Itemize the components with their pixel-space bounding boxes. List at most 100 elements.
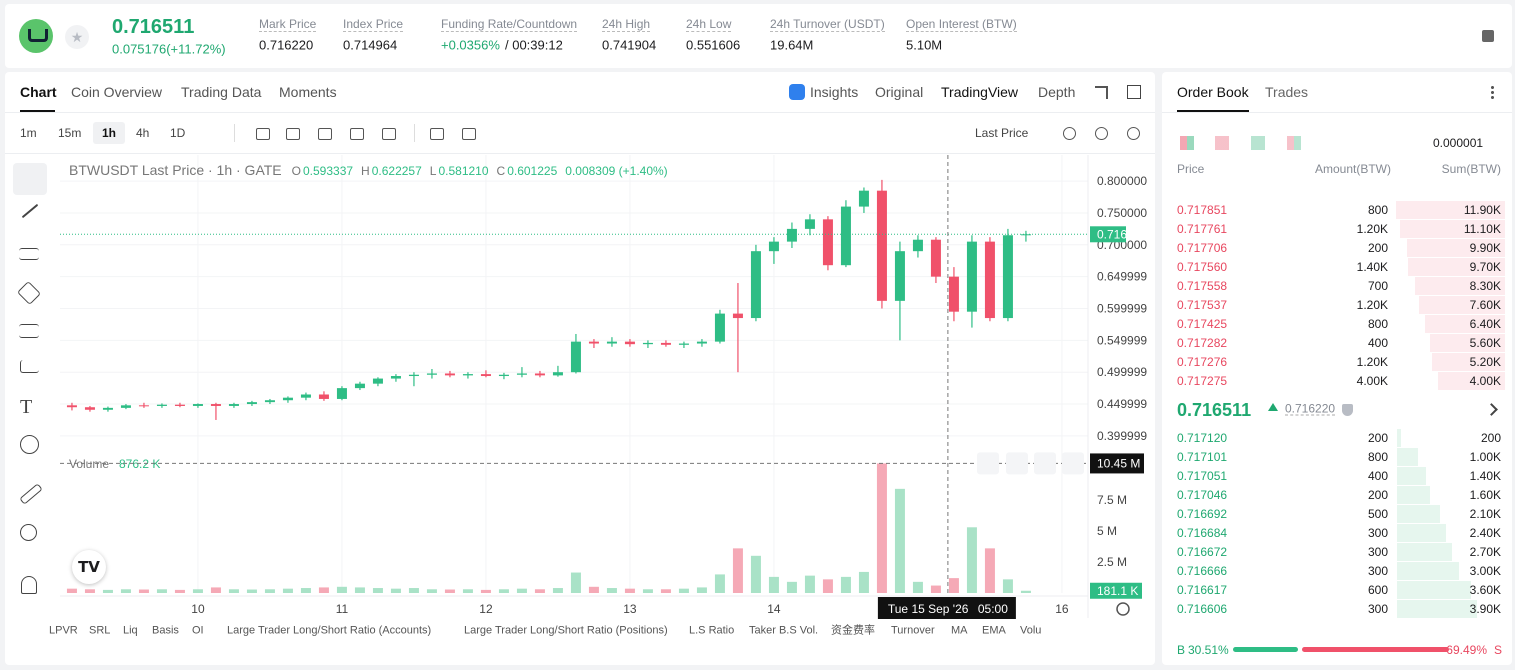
toolbar-icon[interactable] [462,128,476,140]
x-tick-label: 16 [1055,602,1069,616]
candle-body [606,341,617,344]
chart-tab[interactable]: Coin Overview [71,84,163,100]
ask-amount: 1.20K [1356,298,1388,312]
pane-button [1062,452,1084,475]
indicator-tab[interactable]: EMA [982,624,1006,637]
tool-icon[interactable] [21,576,37,594]
indicator-tab[interactable]: Liq [123,624,138,637]
ob-layout-icon[interactable] [1287,136,1301,150]
view-tab[interactable]: Insights [810,84,859,100]
ask-price: 0.717761 [1177,222,1228,236]
ohlc-value: 0.622257 [372,164,422,178]
volume-tick-label: 7.5 M [1097,493,1127,507]
chart-tab[interactable]: Chart [20,84,57,100]
toolbar-icon[interactable] [350,128,364,140]
view-tab[interactable]: Depth [1038,84,1076,100]
indicator-tab[interactable]: 资金费率 [831,624,875,637]
tool-icon[interactable] [19,324,39,338]
candle-body [408,374,419,377]
chart-tab[interactable]: Trading Data [181,84,262,100]
price-source[interactable]: Last Price [975,126,1029,140]
divider [5,112,1155,113]
ob-layout-icon[interactable] [1180,136,1194,150]
indicator-tab[interactable]: LPVR [49,624,78,637]
ask-depth-bar [1395,201,1505,219]
tab-underline [20,110,55,112]
indicator-tab[interactable]: OI [192,624,204,637]
last-volume-label: 181.1 K [1097,584,1138,598]
indicator-tab[interactable]: Turnover [891,624,935,637]
ob-precision[interactable]: 0.000001 [1433,136,1484,150]
divider [5,153,1155,154]
toolbar-icon[interactable] [382,128,396,140]
tool-icon[interactable]: T [20,396,33,418]
bid-sum: 200 [1480,431,1501,445]
window-icon[interactable] [1127,85,1141,99]
ask-sum: 4.00K [1469,374,1501,388]
indicator-tab[interactable]: Large Trader Long/Short Ratio (Positions… [464,624,668,637]
tool-icon[interactable] [20,360,39,373]
indicator-tab[interactable]: SRL [89,624,111,637]
expand-icon[interactable] [1095,86,1108,99]
timeframe[interactable]: 1D [170,126,186,140]
favorite[interactable]: ★ [65,25,89,49]
timeframe[interactable]: 1h [102,126,117,140]
ask-sum: 11.10K [1463,222,1501,236]
tool-icon[interactable] [20,524,37,541]
timeframe-selected-bg [93,122,125,144]
ask-depth-bar [1431,353,1505,371]
candle-body [480,374,491,377]
ask-sum: 9.70K [1469,260,1501,274]
ask-amount: 400 [1367,336,1388,350]
tool-icon[interactable] [20,435,39,454]
toolbar-icon[interactable] [1095,127,1108,140]
timeframe[interactable]: 4h [136,126,150,140]
timeframe[interactable]: 15m [58,126,82,140]
volume-bar [750,555,761,593]
indicator-tab[interactable]: MA [951,624,968,637]
chart-tab[interactable]: Moments [279,84,337,100]
indicator-tab[interactable]: Large Trader Long/Short Ratio (Accounts) [227,624,432,637]
toolbar-icon[interactable] [256,128,270,140]
indicator-tab[interactable]: Taker B.S Vol. [749,624,819,637]
indicator-tab[interactable]: L.S Ratio [689,624,735,637]
timeframe[interactable]: 1m [20,126,37,140]
bid-amount: 600 [1367,583,1388,597]
bid-amount: 200 [1367,488,1388,502]
ask-depth-bar [1418,296,1505,314]
view-tab[interactable]: TradingView [941,84,1019,100]
tool-icon[interactable] [19,248,39,260]
notes-icon[interactable] [1482,30,1494,42]
ohlc-value: 0.581210 [438,164,488,178]
volume-bar [444,589,455,593]
ob-layout-icon[interactable] [1215,136,1229,150]
volume-bar [66,588,77,593]
ob-layout-icon[interactable] [1251,136,1265,150]
volume-bar [534,589,545,593]
candle-body [570,341,581,373]
indicator-tab[interactable]: Basis [152,624,179,637]
indicator-tab[interactable]: Volu [1020,624,1042,637]
toolbar-icon[interactable] [286,128,300,140]
toolbar-icon[interactable] [1063,127,1076,140]
volume-bar [462,589,473,593]
ask-amount: 4.00K [1356,374,1388,388]
ask-price: 0.717276 [1177,355,1228,369]
ask-sum: 5.20K [1469,355,1501,369]
candle-body [264,400,275,403]
more-icon[interactable] [1491,85,1494,99]
ask-amount: 800 [1367,317,1388,331]
volume-bar [588,586,599,593]
ob-tab[interactable]: Order Book [1177,84,1249,100]
volume-bar [228,589,239,593]
toolbar-icon[interactable] [1127,127,1140,140]
ob-tab[interactable]: Trades [1265,84,1309,100]
toolbar-icon[interactable] [318,128,332,140]
candle-body [552,372,563,376]
candle-body [516,373,527,375]
toolbar-icon[interactable] [430,128,444,140]
current-price: 0.716511 [112,16,195,38]
view-tab[interactable]: Original [875,84,924,100]
stat-label: 24h High [602,17,651,32]
